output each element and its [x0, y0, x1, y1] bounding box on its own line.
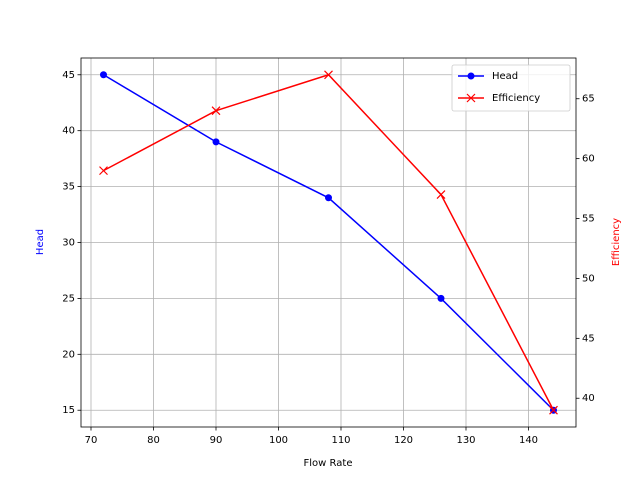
- y-tick-label: 15: [62, 405, 75, 416]
- y2-tick-label: 60: [582, 154, 595, 165]
- y-axis-label: Head: [35, 229, 46, 255]
- data-point: [436, 190, 446, 200]
- data-point: [325, 194, 332, 202]
- legend-marker: [467, 72, 475, 80]
- y2-axis-label: Efficiency: [611, 218, 622, 266]
- x-tick-label: 70: [85, 435, 98, 446]
- legend-marker: [466, 93, 476, 103]
- y2-tick-label: 65: [582, 94, 595, 105]
- data-point: [549, 405, 558, 415]
- x-tick-label: 140: [519, 435, 538, 446]
- x-tick-label: 120: [394, 435, 413, 446]
- data-point: [212, 138, 220, 146]
- y2-tick-label: 40: [582, 393, 595, 404]
- x-tick-label: 80: [147, 435, 160, 446]
- y-tick-label: 25: [62, 293, 75, 304]
- y2-tick-label: 45: [582, 333, 595, 344]
- x-tick-label: 110: [331, 435, 350, 446]
- y2-tick-label: 55: [582, 214, 595, 225]
- x-axis-label: Flow Rate: [304, 458, 353, 469]
- x-tick-label: 130: [456, 435, 475, 446]
- y-tick-label: 45: [62, 70, 75, 81]
- data-point: [100, 71, 107, 79]
- y-tick-label: 30: [62, 238, 75, 249]
- legend-label: Efficiency: [492, 93, 540, 104]
- data-point: [324, 70, 333, 80]
- x-tick-label: 90: [210, 435, 223, 446]
- legend-label: Head: [492, 71, 518, 82]
- y-tick-label: 20: [62, 349, 75, 360]
- y-tick-label: 35: [62, 182, 75, 193]
- data-point: [437, 294, 445, 302]
- y2-tick-label: 50: [582, 273, 595, 284]
- x-tick-label: 100: [269, 435, 288, 446]
- y-tick-label: 40: [62, 126, 75, 137]
- data-point: [99, 166, 108, 176]
- plot-frame: [80, 57, 577, 428]
- data-point: [211, 106, 221, 116]
